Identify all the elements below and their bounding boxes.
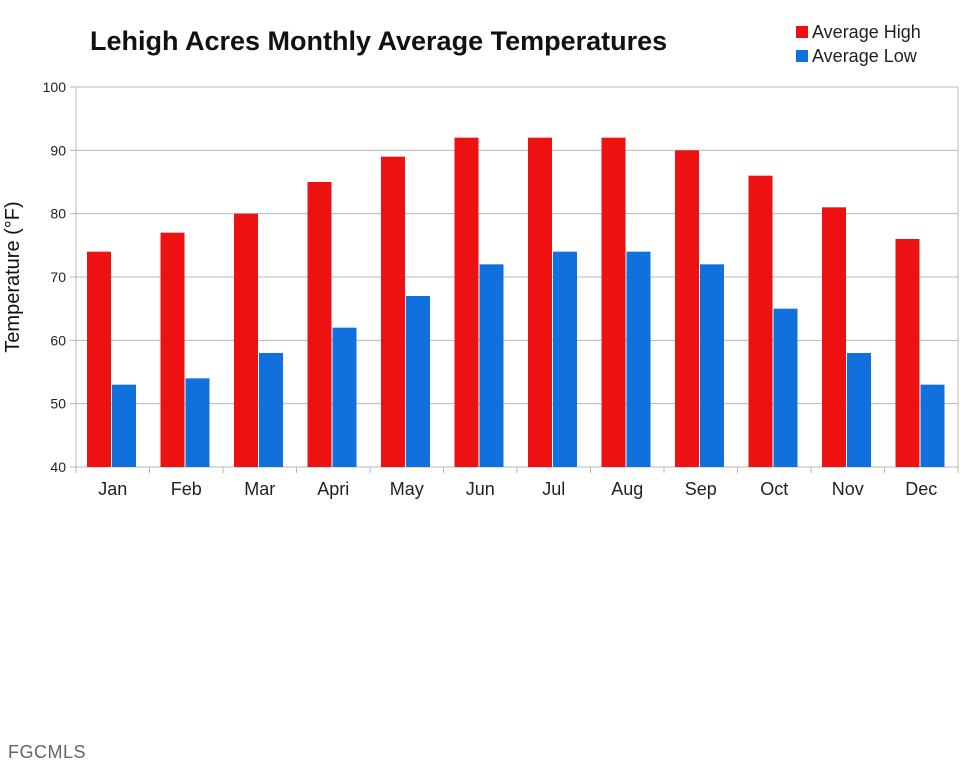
low-bar-apri xyxy=(332,327,357,467)
watermark: FGCMLS xyxy=(8,742,87,762)
high-bar-aug xyxy=(601,137,626,467)
y-tick-label: 100 xyxy=(43,79,67,95)
high-bar-oct xyxy=(748,175,773,467)
high-bar-may xyxy=(381,156,405,467)
x-tick-label: Apri xyxy=(317,479,349,499)
low-bar-aug xyxy=(626,251,651,467)
legend-swatch xyxy=(796,50,808,62)
x-tick-label: Sep xyxy=(685,479,717,499)
high-bar-sep xyxy=(675,150,699,468)
high-bar-feb xyxy=(160,232,185,467)
high-bar-jun xyxy=(454,137,479,467)
y-tick-label: 70 xyxy=(50,269,66,285)
y-tick-label: 60 xyxy=(50,332,66,348)
x-tick-label: May xyxy=(390,479,424,499)
low-bar-may xyxy=(406,296,430,467)
low-bar-sep xyxy=(700,264,724,467)
low-bar-mar xyxy=(259,353,283,467)
x-tick-label: Feb xyxy=(171,479,202,499)
y-axis-label: Temperature (°F) xyxy=(2,201,24,352)
x-tick-label: Jun xyxy=(466,479,495,499)
high-bar-jan xyxy=(87,251,111,467)
x-tick-label: Mar xyxy=(244,479,275,499)
low-bar-jan xyxy=(112,384,136,467)
x-tick-label: Aug xyxy=(611,479,643,499)
x-tick-label: Jul xyxy=(542,479,565,499)
high-bar-nov xyxy=(822,207,846,468)
x-tick-label: Jan xyxy=(98,479,127,499)
high-bar-jul xyxy=(528,137,552,467)
x-tick-label: Dec xyxy=(905,479,937,499)
low-bar-nov xyxy=(847,353,871,467)
legend-label: Average Low xyxy=(812,46,918,66)
y-tick-label: 80 xyxy=(50,206,66,222)
low-bar-jul xyxy=(553,251,577,467)
low-bar-jun xyxy=(479,264,504,467)
high-bar-apri xyxy=(307,182,332,467)
chart-title: Lehigh Acres Monthly Average Temperature… xyxy=(90,26,667,56)
y-tick-label: 50 xyxy=(50,396,66,412)
x-tick-label: Nov xyxy=(832,479,864,499)
y-tick-label: 40 xyxy=(50,459,66,475)
high-bar-dec xyxy=(895,239,920,467)
low-bar-feb xyxy=(185,378,210,467)
legend-swatch xyxy=(796,26,808,38)
high-bar-mar xyxy=(234,213,258,467)
low-bar-oct xyxy=(773,308,798,467)
y-tick-label: 90 xyxy=(50,142,66,158)
x-tick-label: Oct xyxy=(760,479,788,499)
legend-label: Average High xyxy=(812,22,921,42)
low-bar-dec xyxy=(920,384,945,467)
